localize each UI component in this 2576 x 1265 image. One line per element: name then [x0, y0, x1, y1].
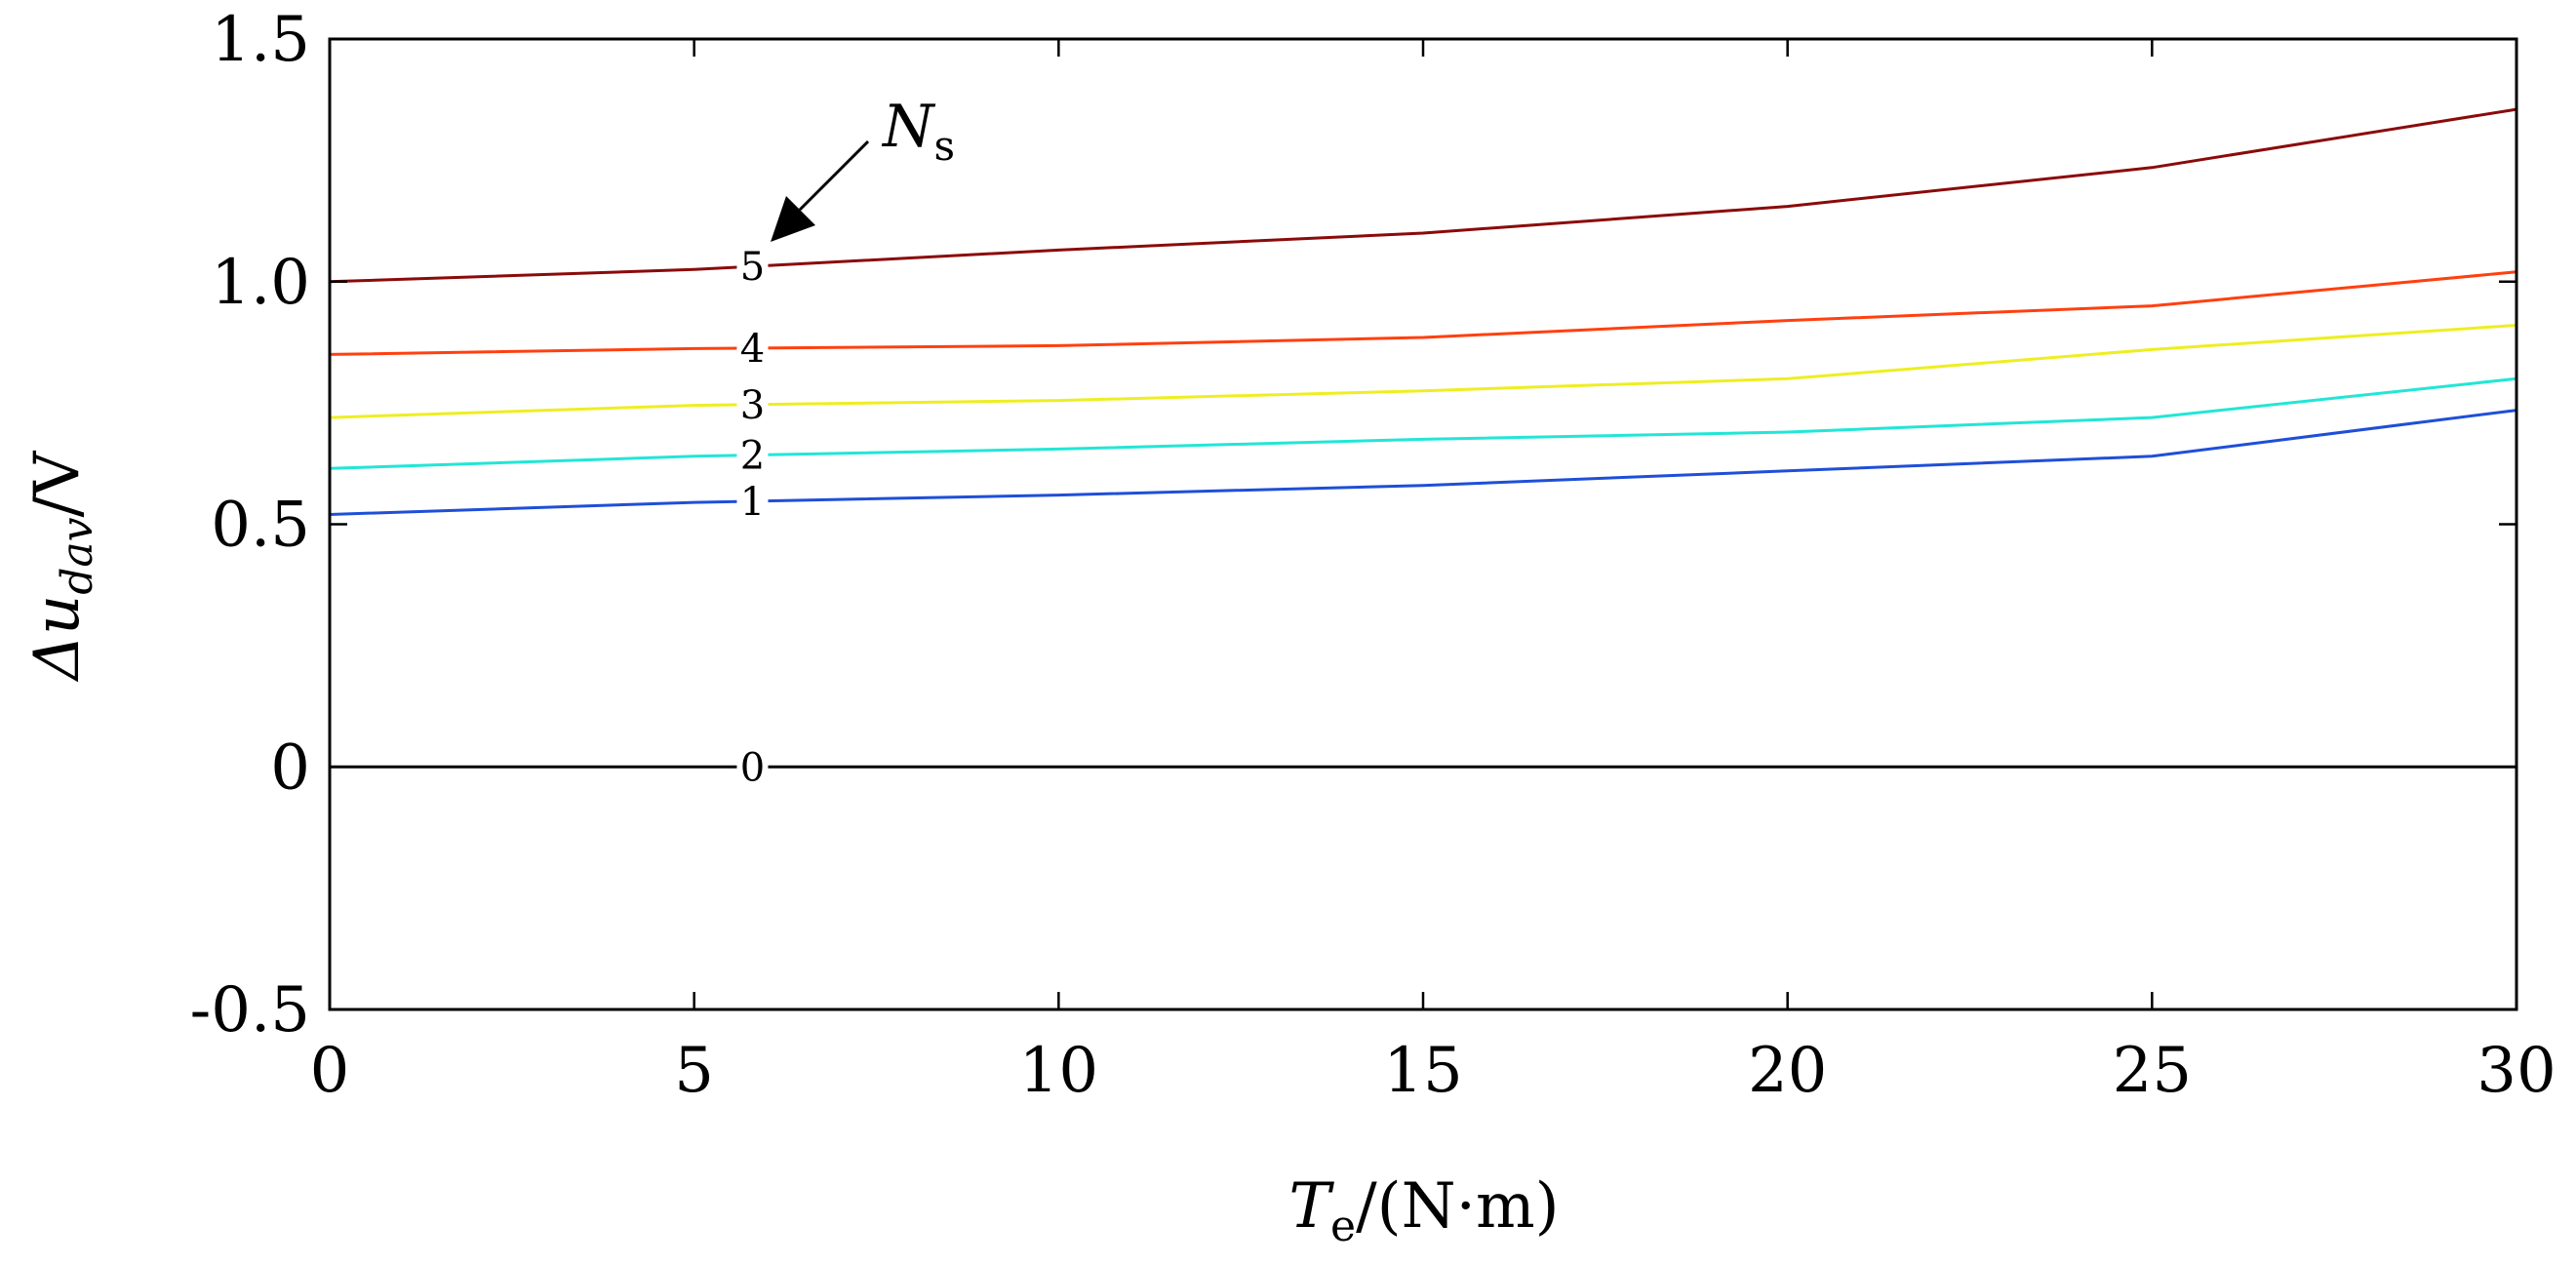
- series-label-bg-4: [736, 328, 769, 368]
- annotation-arrow-head: [771, 196, 815, 242]
- series-label-bg-5: [736, 247, 769, 287]
- x-tick-label-5: 25: [2113, 1035, 2192, 1107]
- plot-frame: [328, 37, 2518, 1011]
- series-line-5: [329, 107, 2517, 284]
- series-line-2: [329, 376, 2517, 470]
- series-line-4: [329, 270, 2517, 356]
- series-label-bg-0: [736, 747, 769, 787]
- x-tick-label-1: 5: [674, 1035, 714, 1107]
- series-label-5: 5: [740, 245, 765, 290]
- x-axis-title-main: T: [1288, 1170, 1334, 1243]
- y-axis-title: Δudav/V: [21, 450, 102, 683]
- series-label-4: 4: [740, 327, 765, 372]
- series-label-1: 1: [740, 480, 765, 525]
- series-label-bg-1: [736, 481, 769, 521]
- x-tick-label-4: 20: [1748, 1035, 1827, 1107]
- y-axis-title-sub: dav: [53, 517, 102, 594]
- y-tick-label-4: 1.5: [211, 4, 310, 76]
- x-tick-label-3: 15: [1383, 1035, 1462, 1107]
- annotation-ns-sub: s: [934, 122, 956, 170]
- series-label-bg-3: [736, 384, 769, 424]
- x-tick-label-6: 30: [2477, 1035, 2556, 1107]
- x-tick-label-0: 0: [310, 1035, 350, 1107]
- series-line-3: [329, 324, 2517, 419]
- annotation-ns: Ns: [881, 93, 955, 170]
- y-tick-label-1: 0: [270, 731, 310, 804]
- x-axis-title: Te/(N·m): [1288, 1170, 1559, 1251]
- series-label-3: 3: [740, 383, 765, 428]
- y-axis-title-main: Δu: [21, 595, 94, 683]
- y-tick-label-2: 0.5: [211, 490, 310, 562]
- series-label-bg-2: [736, 435, 769, 475]
- y-tick-label-3: 1.0: [211, 247, 310, 319]
- series-label-2: 2: [740, 434, 765, 479]
- y-axis-title-rest: /V: [21, 450, 94, 518]
- x-tick-label-2: 10: [1019, 1035, 1098, 1107]
- annotation-arrow-line: [798, 139, 870, 212]
- x-axis-title-sub: e: [1330, 1202, 1356, 1251]
- annotation-ns-main: N: [881, 93, 936, 161]
- y-tick-label-0: -0.5: [190, 974, 310, 1047]
- series-label-0: 0: [740, 745, 765, 790]
- x-axis-title-rest: /(N·m): [1356, 1170, 1560, 1243]
- series-line-1: [329, 409, 2517, 516]
